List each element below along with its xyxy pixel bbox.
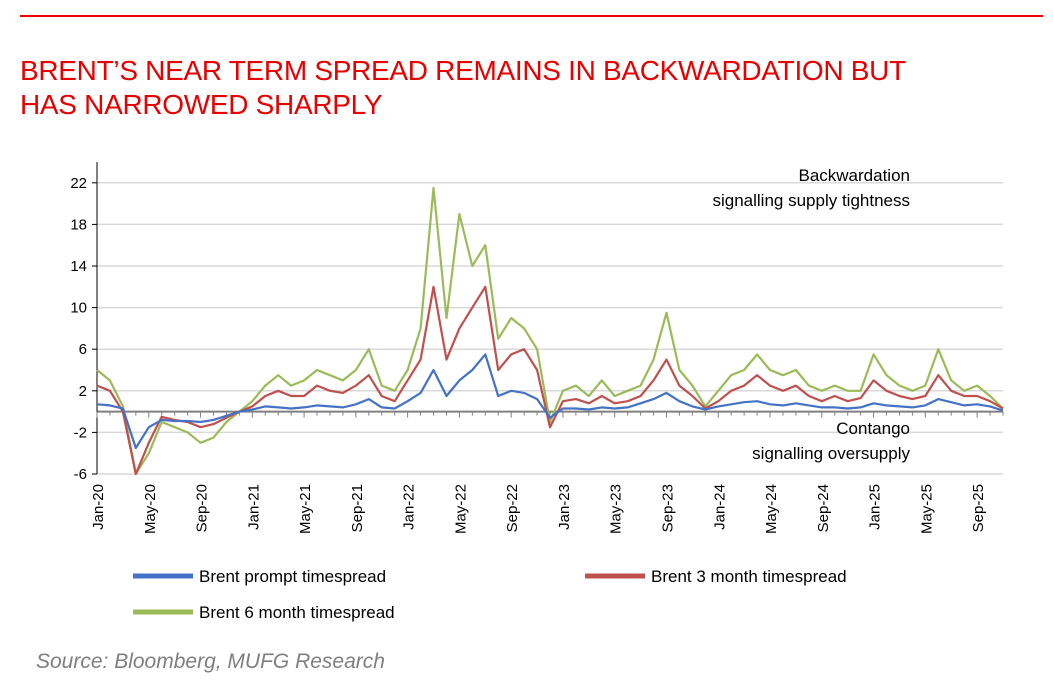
series-line-2 bbox=[96, 285, 1004, 476]
annotation-1-line-1: Backwardation bbox=[798, 166, 910, 185]
y-tick-label: 10 bbox=[70, 300, 87, 317]
x-tick-label: Sep-23 bbox=[659, 484, 676, 532]
series-lines bbox=[96, 186, 1004, 476]
x-tick-label: May-23 bbox=[608, 484, 625, 534]
y-tick-label: 6 bbox=[79, 341, 87, 358]
y-tick-label: -6 bbox=[74, 466, 87, 483]
title-line-1: BRENT’S NEAR TERM SPREAD REMAINS IN BACK… bbox=[20, 55, 906, 86]
annotations: Backwardation signalling supply tightness… bbox=[712, 166, 910, 463]
x-tick-label: May-25 bbox=[918, 484, 935, 534]
x-tick-label: May-20 bbox=[142, 484, 159, 534]
x-tick-label: Jan-25 bbox=[867, 484, 884, 530]
y-tick-label: 14 bbox=[70, 258, 87, 275]
series-line-3 bbox=[96, 186, 1004, 476]
x-tick-label: Sep-21 bbox=[349, 484, 366, 532]
x-tick-label: Jan-20 bbox=[90, 484, 107, 530]
series-line-1 bbox=[96, 353, 1004, 450]
x-tick-label: Sep-20 bbox=[194, 484, 211, 532]
title-line-2: HAS NARROWED SHARPLY bbox=[20, 89, 383, 120]
annotation-2-line-1: Contango bbox=[836, 419, 910, 438]
x-tick-label: May-24 bbox=[763, 484, 780, 534]
x-tick-label: May-21 bbox=[297, 484, 314, 534]
y-tick-label: 18 bbox=[70, 216, 87, 233]
legend-label-3: Brent 6 month timespread bbox=[199, 603, 395, 622]
y-tick-label: 22 bbox=[70, 175, 87, 192]
legend: Brent prompt timespread Brent 3 month tim… bbox=[133, 567, 847, 622]
legend-label-1: Brent prompt timespread bbox=[199, 567, 386, 586]
source-note: Source: Bloomberg, MUFG Research bbox=[36, 650, 385, 673]
x-tick-label: Jan-23 bbox=[556, 484, 573, 530]
x-tick-label: May-22 bbox=[452, 484, 469, 534]
grid bbox=[97, 182, 1003, 475]
x-tick-label: Jan-24 bbox=[711, 484, 728, 530]
legend-label-2: Brent 3 month timespread bbox=[651, 567, 847, 586]
x-tick-label: Sep-25 bbox=[970, 484, 987, 532]
x-tick-label: Jan-22 bbox=[401, 484, 418, 530]
annotation-2-line-2: signalling oversupply bbox=[752, 444, 910, 463]
top-rule bbox=[20, 15, 1043, 17]
annotation-1-line-2: signalling supply tightness bbox=[712, 191, 910, 210]
x-tick-label: Jan-21 bbox=[245, 484, 262, 530]
y-tick-label: -2 bbox=[74, 424, 87, 441]
x-tick-label: Sep-22 bbox=[504, 484, 521, 532]
chart-title: BRENT’S NEAR TERM SPREAD REMAINS IN BACK… bbox=[20, 54, 1020, 122]
y-tick-label: 2 bbox=[79, 383, 87, 400]
x-tick-label: Sep-24 bbox=[815, 484, 832, 532]
